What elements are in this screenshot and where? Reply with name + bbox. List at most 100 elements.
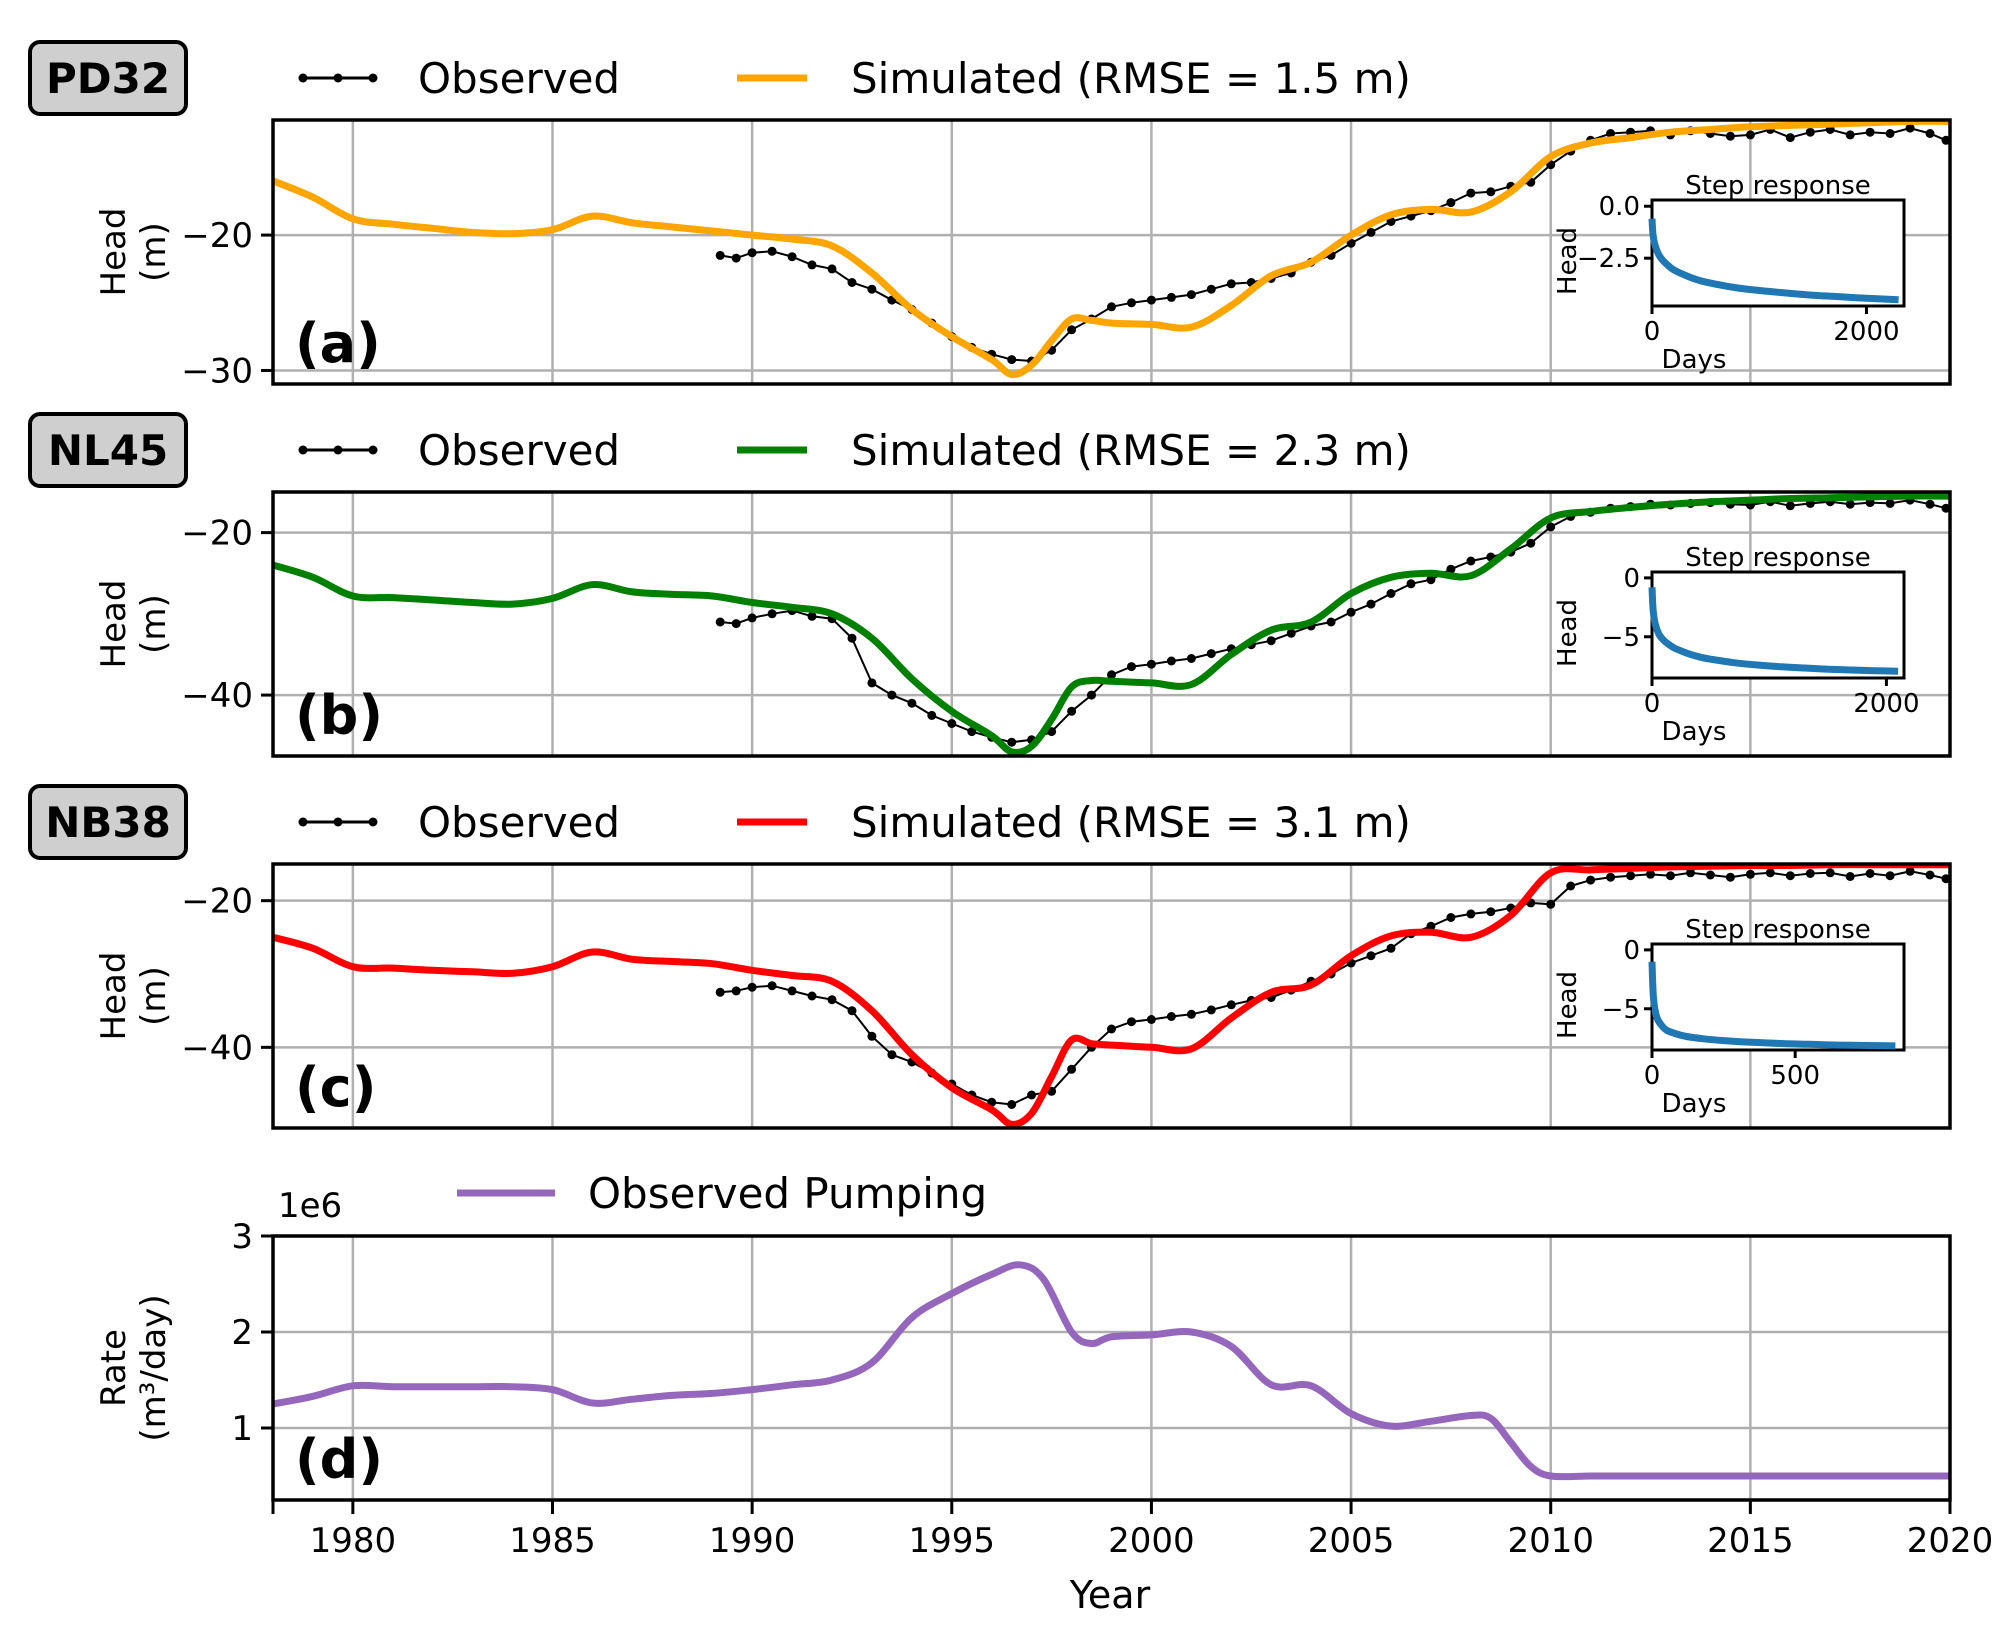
- x-tick-label: 2015: [1707, 1521, 1794, 1561]
- panel-pumping: 1 2 3 (d) Rate (m³/day) Observed Pumping 1e6 198…: [94, 1169, 1993, 1561]
- panel-nb38: −20−40(c)Head (m)NB38 Observed Simulated (R…: [28, 784, 1952, 1130]
- observed-point: [1346, 238, 1356, 248]
- observed-point: [807, 991, 817, 1001]
- observed-point: [767, 981, 777, 991]
- observed-point: [1107, 1024, 1116, 1034]
- observed-point: [767, 609, 777, 619]
- observed-point: [1326, 617, 1336, 627]
- observed-point: [1941, 135, 1950, 145]
- inset-y-label: Head: [1553, 227, 1583, 295]
- observed-point: [1087, 690, 1096, 700]
- observed-point: [1446, 198, 1456, 208]
- pumping-series-line: [273, 1261, 1950, 1481]
- simulated-series-line: [273, 864, 1950, 1128]
- inset-x-tick-label: 0: [1644, 689, 1661, 719]
- observed-point: [1386, 943, 1396, 953]
- observed-point: [847, 1006, 857, 1016]
- axes-frame: [271, 118, 1952, 386]
- y-tick-label: −20: [181, 882, 253, 922]
- step-response-inset: Step response Days Head 0 2000 0 −5: [1553, 543, 1920, 747]
- legend-simulated-label: Simulated (RMSE = 1.5 m): [851, 54, 1411, 103]
- y-tick-label: 2: [231, 1313, 253, 1353]
- observed-point: [1725, 131, 1735, 141]
- observed-point: [1186, 1009, 1196, 1019]
- legend-observed-marker: [333, 817, 343, 827]
- observed-point: [1486, 187, 1496, 197]
- inset-x-tick-label: 0: [1644, 1061, 1661, 1091]
- inset-title: Step response: [1685, 171, 1871, 201]
- x-tick-label: 2010: [1507, 1521, 1594, 1561]
- legend-observed-marker: [298, 73, 308, 83]
- y-tick-label: −20: [181, 216, 253, 256]
- legend-observed-marker: [333, 73, 343, 83]
- observed-point: [1785, 133, 1795, 143]
- inset-y-tick-label: 0.0: [1599, 192, 1640, 222]
- observed-point: [1725, 872, 1735, 882]
- observed-point: [1386, 589, 1396, 598]
- observed-point: [1865, 869, 1875, 878]
- observed-point: [1146, 659, 1156, 669]
- panel-pd32: −20−30 (a)Head (m)PD32 Observed Simulated (R…: [28, 40, 1952, 391]
- observed-point: [1446, 913, 1456, 922]
- observed-point: [947, 719, 957, 728]
- panel-label: (b): [295, 684, 383, 747]
- step-response-inset: Step response Days Head 0 2000 0.0 −2.5: [1553, 171, 1906, 375]
- observed-point: [1166, 292, 1176, 302]
- observed-point: [747, 982, 757, 992]
- observed-point: [1226, 1000, 1236, 1010]
- inset-y-label: Head: [1553, 971, 1583, 1039]
- observed-point: [1705, 870, 1715, 880]
- y-axis-title-unit: (m): [134, 966, 174, 1026]
- observed-point: [1067, 706, 1077, 716]
- axes-frame: [271, 1234, 1952, 1502]
- observed-point: [731, 619, 741, 629]
- observed-point: [1146, 295, 1156, 305]
- simulated-series-line: [273, 120, 1950, 379]
- observed-point: [1686, 868, 1695, 878]
- observed-point: [1825, 868, 1835, 878]
- y-axis-title-unit: (m): [134, 594, 174, 654]
- legend-observed-marker: [368, 817, 378, 827]
- observed-point: [1546, 522, 1556, 532]
- legend-simulated-label: Simulated (RMSE = 2.3 m): [851, 426, 1411, 475]
- legend-observed-marker: [333, 445, 343, 455]
- observed-point: [1346, 607, 1356, 617]
- observed-point: [1406, 579, 1416, 589]
- well-id: PD32: [46, 54, 170, 103]
- y-tick-label: 1: [231, 1409, 253, 1449]
- observed-point: [847, 633, 857, 643]
- x-tick-label: 1995: [909, 1521, 996, 1561]
- observed-point: [1466, 909, 1476, 919]
- observed-point: [1047, 727, 1057, 737]
- observed-point: [1107, 302, 1116, 312]
- observed-point: [1127, 1017, 1136, 1027]
- legend-observed-label: Observed: [418, 426, 620, 475]
- observed-point: [1785, 501, 1795, 511]
- observed-point: [1666, 871, 1675, 881]
- observed-point: [807, 611, 817, 621]
- observed-point: [1925, 129, 1935, 138]
- observed-point: [1745, 869, 1755, 879]
- inset-y-label: Head: [1553, 599, 1583, 667]
- observed-point: [1885, 129, 1895, 138]
- observed-point: [1206, 1005, 1216, 1015]
- observed-point: [1426, 921, 1436, 931]
- observed-point: [1941, 874, 1950, 884]
- well-id: NL45: [48, 426, 168, 475]
- observed-point: [1845, 872, 1855, 881]
- observed-point: [1546, 899, 1556, 909]
- observed-point: [967, 727, 977, 737]
- observed-point: [787, 986, 797, 996]
- observed-point: [1206, 284, 1216, 294]
- observed-point: [1905, 123, 1915, 133]
- observed-point: [787, 252, 797, 262]
- observed-point: [1206, 649, 1216, 659]
- observed-point: [1606, 129, 1616, 138]
- y-tick-label: −40: [181, 676, 253, 716]
- observed-point: [1941, 503, 1950, 513]
- y-axis-title: Head: [94, 952, 134, 1041]
- inset-y-tick-label: −5: [1602, 623, 1640, 653]
- inset-x-label: Days: [1662, 1089, 1727, 1119]
- legend-observed-label: Observed: [418, 798, 620, 847]
